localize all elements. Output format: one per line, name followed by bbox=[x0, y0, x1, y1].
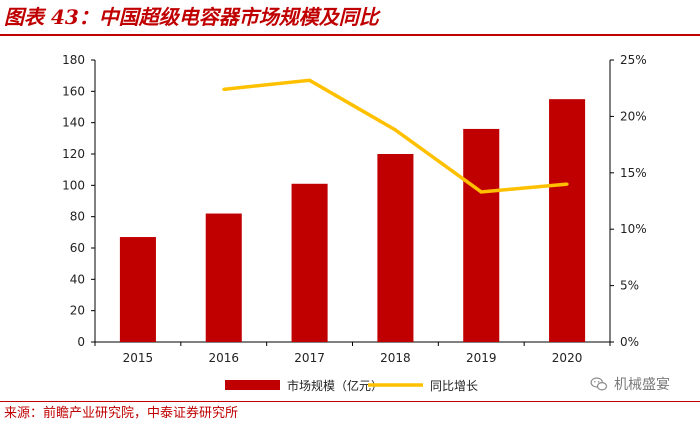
bar bbox=[549, 99, 586, 342]
x-tick-label: 2017 bbox=[294, 351, 325, 365]
chart: 0 20 40 60 80 100 120 140 160 180 0% 5% 10% 15% 20% 25%… bbox=[62, 53, 647, 393]
figure-source: 来源：前瞻产业研究院，中泰证券研究所 bbox=[4, 406, 239, 421]
growth-point bbox=[479, 190, 483, 194]
y-left-tick-label: 140 bbox=[62, 116, 85, 130]
watermark-text: 机械盛宴 bbox=[614, 377, 670, 393]
bar bbox=[377, 154, 414, 342]
x-tick-label: 2019 bbox=[466, 351, 497, 365]
y-right-tick-label: 10% bbox=[620, 222, 647, 236]
y-left-tick-label: 120 bbox=[62, 147, 85, 161]
x-tick-label: 2015 bbox=[123, 351, 154, 365]
y-right-tick-label: 5% bbox=[620, 279, 639, 293]
watermark: 机械盛宴 bbox=[590, 372, 670, 396]
y-left-tick-label: 100 bbox=[62, 178, 85, 192]
x-tick-label: 2018 bbox=[380, 351, 411, 365]
growth-point bbox=[308, 78, 312, 82]
growth-point bbox=[222, 87, 226, 91]
wechat-icon bbox=[590, 377, 608, 391]
y-left-tick-label: 20 bbox=[70, 304, 85, 318]
y-left-tick-label: 180 bbox=[62, 53, 85, 67]
growth-point bbox=[565, 182, 569, 186]
y-left-tick-label: 40 bbox=[70, 272, 85, 286]
bar bbox=[119, 237, 156, 342]
y-left-tick-label: 160 bbox=[62, 84, 85, 98]
bar bbox=[205, 213, 242, 342]
bar bbox=[291, 183, 328, 342]
y-left-tick-label: 60 bbox=[70, 241, 85, 255]
legend-label-line: 同比增长 bbox=[430, 379, 478, 393]
figure-title: 图表 43：中国超级电容器市场规模及同比 bbox=[4, 5, 379, 29]
y-left-tick-label: 80 bbox=[70, 210, 85, 224]
y-left-tick-label: 0 bbox=[77, 335, 85, 349]
x-tick-label: 2020 bbox=[552, 351, 583, 365]
title-rule bbox=[0, 34, 700, 36]
source-rule bbox=[0, 401, 700, 402]
legend-swatch-bar bbox=[225, 380, 280, 390]
bar bbox=[463, 128, 500, 342]
y-right-tick-label: 0% bbox=[620, 335, 639, 349]
y-right-tick-label: 15% bbox=[620, 166, 647, 180]
y-right-tick-label: 25% bbox=[620, 53, 647, 67]
y-right-tick-label: 20% bbox=[620, 109, 647, 123]
growth-point bbox=[393, 128, 397, 132]
x-tick-label: 2016 bbox=[208, 351, 239, 365]
legend-label-bar: 市场规模（亿元） bbox=[287, 378, 383, 393]
